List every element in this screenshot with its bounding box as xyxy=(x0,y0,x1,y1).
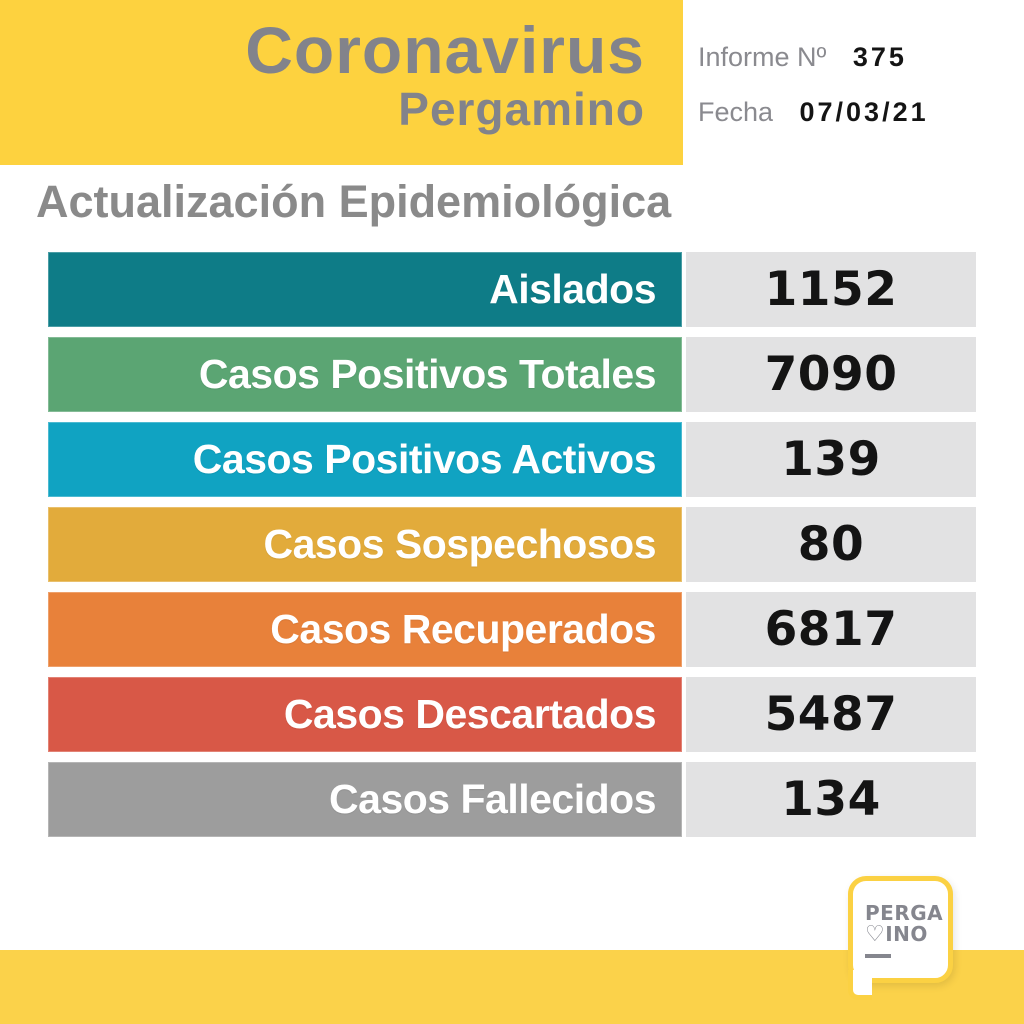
logo-line2: ♡INO xyxy=(865,922,943,947)
page-title: Actualización Epidemiológica xyxy=(36,176,672,227)
table-row: Aislados 1152 xyxy=(48,252,976,327)
logo-underline xyxy=(865,954,891,958)
row-label-bar: Casos Fallecidos xyxy=(48,762,682,837)
row-label: Casos Recuperados xyxy=(270,606,656,652)
row-label-bar: Casos Positivos Totales xyxy=(48,337,682,412)
row-value: 134 xyxy=(686,762,976,837)
row-value: 1152 xyxy=(686,252,976,327)
subtitle-city: Pergamino xyxy=(398,83,645,135)
table-row: Casos Descartados 5487 xyxy=(48,677,976,752)
table-row: Casos Sospechosos 80 xyxy=(48,507,976,582)
row-value: 7090 xyxy=(686,337,976,412)
pergamino-logo: PERGA ♡INO xyxy=(848,876,953,1000)
report-number-value: 375 xyxy=(852,42,907,72)
date-label: Fecha xyxy=(698,97,774,127)
report-info: Informe Nº 375 Fecha 07/03/21 xyxy=(698,42,929,152)
row-label: Aislados xyxy=(489,266,656,312)
table-row: Casos Recuperados 6817 xyxy=(48,592,976,667)
row-label: Casos Positivos Totales xyxy=(198,351,657,397)
logo-bubble-tail-icon xyxy=(848,970,872,1000)
header-banner: Coronavirus Pergamino xyxy=(0,0,683,165)
row-label: Casos Descartados xyxy=(283,691,657,737)
stats-table: Aislados 1152 Casos Positivos Totales 70… xyxy=(48,252,976,847)
main-title: Coronavirus xyxy=(245,13,645,87)
table-row: Casos Fallecidos 134 xyxy=(48,762,976,837)
row-label-bar: Casos Sospechosos xyxy=(48,507,682,582)
row-label-bar: Casos Recuperados xyxy=(48,592,682,667)
row-value: 6817 xyxy=(686,592,976,667)
pergamino-logo-text: PERGA ♡INO xyxy=(865,903,943,958)
row-label-bar: Casos Positivos Activos xyxy=(48,422,682,497)
row-label: Casos Fallecidos xyxy=(329,776,656,822)
report-number-label: Informe Nº xyxy=(698,42,827,72)
report-number-row: Informe Nº 375 xyxy=(698,42,929,73)
date-value: 07/03/21 xyxy=(799,97,929,127)
row-value: 80 xyxy=(686,507,976,582)
row-value: 5487 xyxy=(686,677,976,752)
table-row: Casos Positivos Activos 139 xyxy=(48,422,976,497)
row-label: Casos Positivos Activos xyxy=(192,436,657,482)
heart-icon: ♡ xyxy=(865,922,886,947)
row-label: Casos Sospechosos xyxy=(263,521,656,567)
logo-line2-rest: INO xyxy=(885,922,928,946)
row-value: 139 xyxy=(686,422,976,497)
logo-line1: PERGA xyxy=(865,901,944,925)
row-label-bar: Aislados xyxy=(48,252,682,327)
table-row: Casos Positivos Totales 7090 xyxy=(48,337,976,412)
row-label-bar: Casos Descartados xyxy=(48,677,682,752)
date-row: Fecha 07/03/21 xyxy=(698,97,929,128)
